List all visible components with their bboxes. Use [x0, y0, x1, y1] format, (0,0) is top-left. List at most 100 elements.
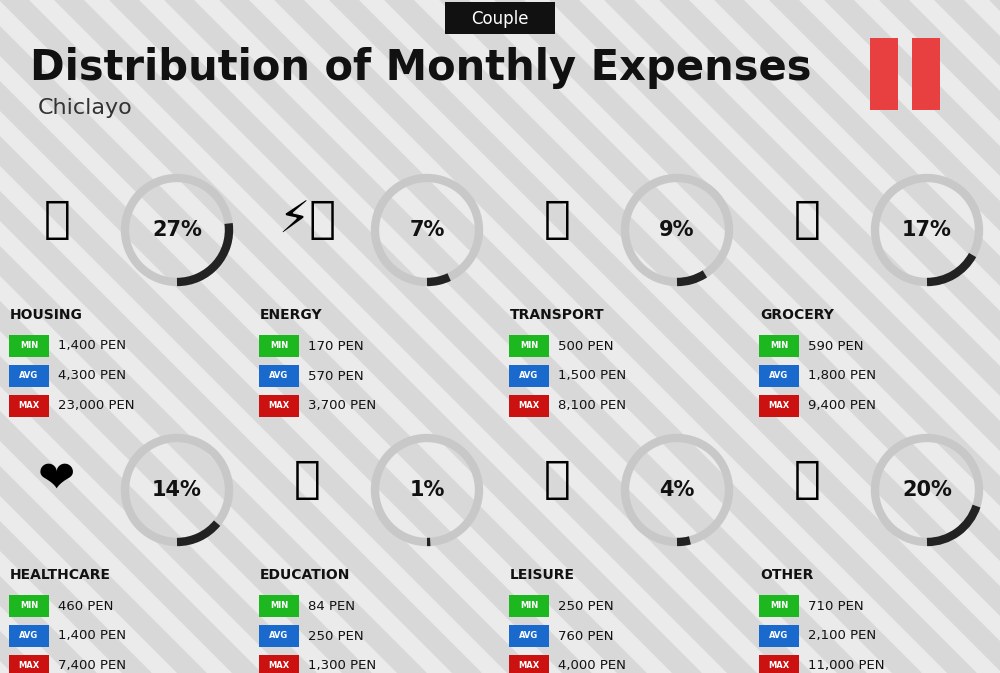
FancyBboxPatch shape — [9, 365, 49, 387]
Text: 170 PEN: 170 PEN — [308, 339, 364, 353]
Polygon shape — [770, 0, 1000, 673]
Polygon shape — [715, 0, 1000, 673]
FancyBboxPatch shape — [509, 395, 549, 417]
Polygon shape — [0, 0, 151, 673]
Text: 570 PEN: 570 PEN — [308, 369, 364, 382]
Text: 4,300 PEN: 4,300 PEN — [58, 369, 126, 382]
Text: MAX: MAX — [18, 402, 40, 411]
Text: 3,700 PEN: 3,700 PEN — [308, 400, 376, 413]
Text: MAX: MAX — [268, 662, 290, 670]
Text: 1%: 1% — [409, 480, 445, 500]
Text: 11,000 PEN: 11,000 PEN — [808, 660, 885, 672]
Text: AVG: AVG — [769, 631, 789, 641]
FancyBboxPatch shape — [259, 335, 299, 357]
Text: 460 PEN: 460 PEN — [58, 600, 113, 612]
FancyBboxPatch shape — [759, 365, 799, 387]
Polygon shape — [0, 0, 261, 673]
Polygon shape — [0, 0, 371, 673]
Text: 500 PEN: 500 PEN — [558, 339, 614, 353]
Polygon shape — [0, 0, 426, 673]
Text: MIN: MIN — [520, 602, 538, 610]
Polygon shape — [0, 0, 41, 673]
Text: 590 PEN: 590 PEN — [808, 339, 864, 353]
Polygon shape — [55, 0, 756, 673]
Text: MAX: MAX — [268, 402, 290, 411]
Text: 1,400 PEN: 1,400 PEN — [58, 629, 126, 643]
Text: 7,400 PEN: 7,400 PEN — [58, 660, 126, 672]
FancyBboxPatch shape — [9, 395, 49, 417]
FancyBboxPatch shape — [759, 625, 799, 647]
Polygon shape — [660, 0, 1000, 673]
FancyBboxPatch shape — [259, 365, 299, 387]
Text: TRANSPORT: TRANSPORT — [510, 308, 605, 322]
Polygon shape — [605, 0, 1000, 673]
Text: MIN: MIN — [20, 341, 38, 351]
Text: 1,300 PEN: 1,300 PEN — [308, 660, 376, 672]
Text: MIN: MIN — [770, 341, 788, 351]
Text: 2,100 PEN: 2,100 PEN — [808, 629, 876, 643]
Text: 🛒: 🛒 — [794, 199, 820, 242]
Text: HEALTHCARE: HEALTHCARE — [10, 568, 111, 582]
FancyBboxPatch shape — [509, 655, 549, 673]
Polygon shape — [825, 0, 1000, 673]
Text: 🏢: 🏢 — [44, 199, 70, 242]
Text: MAX: MAX — [768, 402, 790, 411]
Text: OTHER: OTHER — [760, 568, 813, 582]
FancyBboxPatch shape — [9, 595, 49, 617]
Text: 1,800 PEN: 1,800 PEN — [808, 369, 876, 382]
Text: 760 PEN: 760 PEN — [558, 629, 614, 643]
Polygon shape — [330, 0, 1000, 673]
Polygon shape — [0, 0, 206, 673]
Text: AVG: AVG — [19, 371, 39, 380]
Polygon shape — [990, 0, 1000, 673]
Polygon shape — [275, 0, 976, 673]
Text: AVG: AVG — [769, 371, 789, 380]
Text: 🚌: 🚌 — [544, 199, 570, 242]
Polygon shape — [440, 0, 1000, 673]
Polygon shape — [0, 0, 591, 673]
Text: MIN: MIN — [20, 602, 38, 610]
Text: MIN: MIN — [270, 341, 288, 351]
FancyBboxPatch shape — [259, 625, 299, 647]
Polygon shape — [385, 0, 1000, 673]
Text: 710 PEN: 710 PEN — [808, 600, 864, 612]
Text: 1,400 PEN: 1,400 PEN — [58, 339, 126, 353]
FancyBboxPatch shape — [759, 655, 799, 673]
FancyBboxPatch shape — [509, 365, 549, 387]
FancyBboxPatch shape — [759, 395, 799, 417]
Text: 84 PEN: 84 PEN — [308, 600, 355, 612]
Text: MIN: MIN — [770, 602, 788, 610]
Text: MIN: MIN — [520, 341, 538, 351]
Text: LEISURE: LEISURE — [510, 568, 575, 582]
Text: AVG: AVG — [519, 371, 539, 380]
FancyBboxPatch shape — [912, 38, 940, 110]
Text: MAX: MAX — [518, 662, 540, 670]
Text: MAX: MAX — [768, 662, 790, 670]
FancyBboxPatch shape — [759, 595, 799, 617]
Text: ⚡🏠: ⚡🏠 — [278, 199, 336, 242]
Text: 🎓: 🎓 — [294, 458, 320, 501]
Text: AVG: AVG — [269, 631, 289, 641]
Text: 8,100 PEN: 8,100 PEN — [558, 400, 626, 413]
Text: 1,500 PEN: 1,500 PEN — [558, 369, 626, 382]
FancyBboxPatch shape — [259, 655, 299, 673]
FancyBboxPatch shape — [259, 595, 299, 617]
FancyBboxPatch shape — [9, 625, 49, 647]
FancyBboxPatch shape — [9, 335, 49, 357]
Text: 27%: 27% — [152, 220, 202, 240]
Text: 🛍️: 🛍️ — [544, 458, 570, 501]
Polygon shape — [0, 0, 481, 673]
Text: AVG: AVG — [519, 631, 539, 641]
Text: 250 PEN: 250 PEN — [558, 600, 614, 612]
Polygon shape — [220, 0, 921, 673]
FancyBboxPatch shape — [509, 335, 549, 357]
Text: HOUSING: HOUSING — [10, 308, 83, 322]
Text: MAX: MAX — [18, 662, 40, 670]
FancyBboxPatch shape — [509, 595, 549, 617]
Text: ❤️: ❤️ — [38, 458, 76, 501]
FancyBboxPatch shape — [759, 335, 799, 357]
Text: 7%: 7% — [409, 220, 445, 240]
Polygon shape — [0, 0, 316, 673]
Polygon shape — [165, 0, 866, 673]
Text: 4,000 PEN: 4,000 PEN — [558, 660, 626, 672]
